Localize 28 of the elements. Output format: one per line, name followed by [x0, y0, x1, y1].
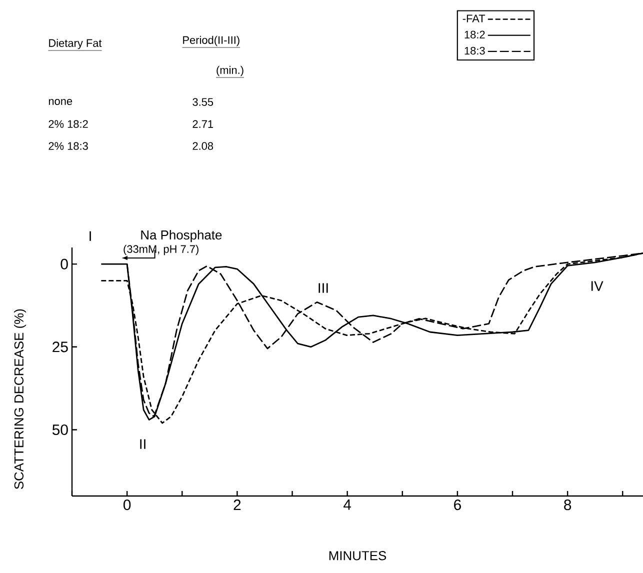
text: 2.08 — [192, 142, 214, 150]
annotation: II — [140, 439, 146, 449]
x-tick-label: 6 — [454, 500, 461, 510]
text: I — [90, 231, 91, 241]
text: Na Phosphate — [141, 230, 222, 242]
legend-label: -FAT — [462, 14, 486, 22]
legend-label: 18:2 — [464, 30, 485, 38]
y-tick-label: 50 — [52, 424, 68, 436]
text: (min.) — [216, 66, 244, 76]
text: 3.55 — [192, 98, 214, 106]
text: 2% 18:3 — [48, 142, 88, 150]
y-axis-title: SCATTERING DECREASE (%) — [14, 309, 26, 490]
annotation: III — [318, 283, 328, 293]
x-tick-label: 8 — [564, 500, 572, 510]
text: 2.71 — [192, 120, 213, 128]
y-tick-label: 0 — [60, 258, 68, 270]
x-tick-label: 0 — [123, 500, 131, 510]
x-axis-title: MINUTES — [329, 551, 386, 560]
y-tick-label: 25 — [52, 342, 68, 352]
text: Dietary Fat — [49, 38, 102, 50]
text: Period(II-III) — [183, 36, 240, 46]
text: 2% 18:2 — [48, 120, 88, 128]
annotation: (33mM, pH 7.7) — [124, 244, 198, 256]
legend-label: 18:3 — [464, 46, 485, 55]
text: none — [48, 99, 72, 105]
x-tick-label: 2 — [234, 500, 241, 510]
x-tick-label: 4 — [344, 500, 352, 510]
annotation: IV — [591, 281, 604, 291]
